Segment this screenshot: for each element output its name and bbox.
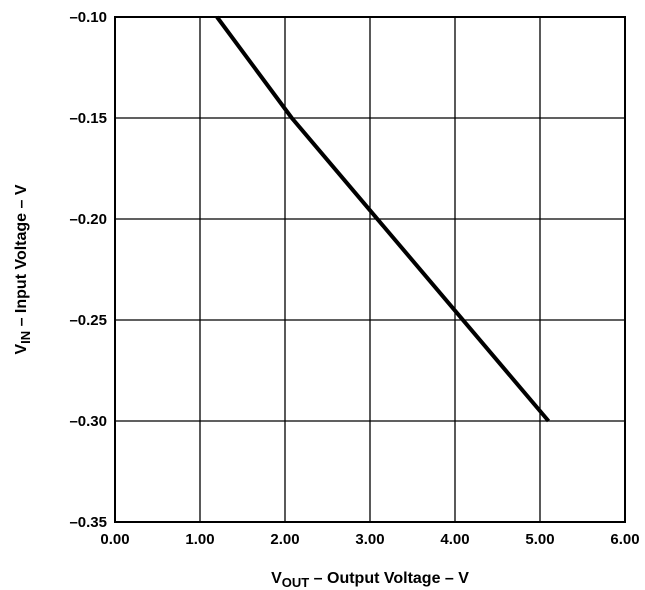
series-layer [215,15,551,423]
y-axis-label: VIN – Input Voltage – V [13,184,33,354]
y-axis-label-prefix: V [13,344,30,355]
x-axis-label-suffix: – Output Voltage – V [309,570,469,587]
x-axis-label-subscript: OUT [282,575,310,590]
series-line [215,15,551,423]
x-axis-label: VOUT – Output Voltage – V [271,570,469,590]
y-tick-labels: –0.10 –0.15 –0.20 –0.25 –0.30 –0.35 [69,9,107,531]
x-tick-label: 6.00 [610,531,639,548]
plot-frame [114,16,626,523]
x-tick-label: 5.00 [525,531,554,548]
x-tick-label: 2.00 [270,531,299,548]
grid-lines [114,16,626,523]
y-tick-label: –0.25 [69,312,107,329]
y-tick-label: –0.35 [69,514,107,531]
y-tick-label: –0.10 [69,9,107,26]
x-tick-label: 1.00 [185,531,214,548]
y-axis-label-subscript: IN [18,331,33,344]
x-tick-label: 3.00 [355,531,384,548]
x-tick-label: 0.00 [100,531,129,548]
x-tick-label: 4.00 [440,531,469,548]
y-tick-label: –0.30 [69,413,107,430]
y-tick-label: –0.15 [69,110,107,127]
y-axis-label-suffix: – Input Voltage – V [13,184,30,331]
x-tick-labels: 0.00 1.00 2.00 3.00 4.00 5.00 6.00 [100,531,639,548]
y-tick-label: –0.20 [69,211,107,228]
x-axis-label-prefix: V [271,570,282,587]
